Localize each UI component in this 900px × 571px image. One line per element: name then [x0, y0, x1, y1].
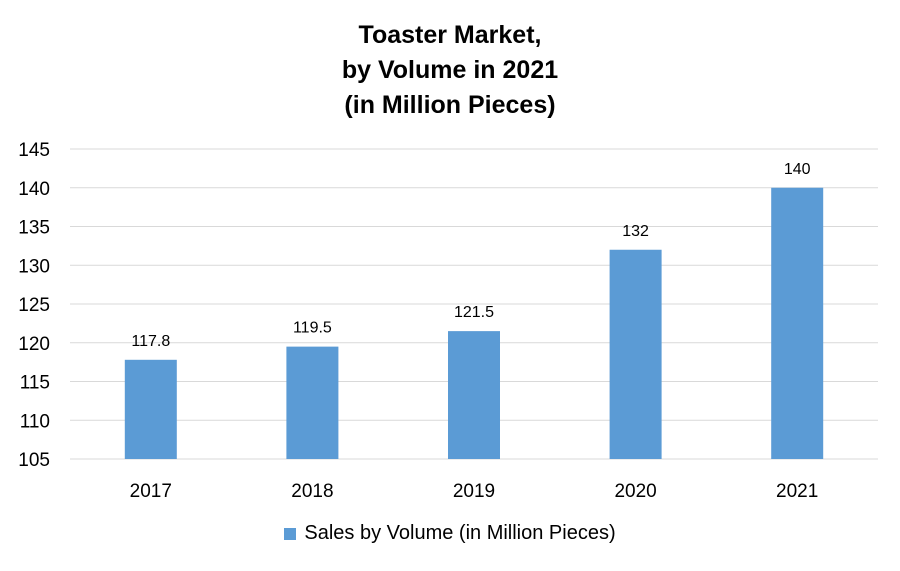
bar-2019: [448, 331, 500, 459]
data-label-2021: 140: [784, 161, 811, 178]
chart-title: Toaster Market, by Volume in 2021 (in Mi…: [0, 18, 900, 123]
bars: [124, 187, 824, 459]
data-label-2018: 119.5: [293, 320, 332, 337]
chart-title-line-2: by Volume in 2021: [341, 56, 559, 84]
data-label-2017: 117.8: [131, 333, 170, 350]
bar-2021: [771, 187, 824, 459]
chart-title-line-1: Toaster Market,: [358, 21, 542, 49]
data-label-2019: 121.5: [454, 304, 494, 321]
y-tick-label: 145: [18, 140, 50, 161]
legend: Sales by Volume (in Million Pieces): [0, 522, 900, 545]
y-tick-label: 105: [18, 450, 50, 471]
bar-2018: [286, 346, 339, 459]
y-axis-tick-labels: 105 110 115 120 125 130 135 140 145: [18, 140, 50, 471]
data-labels: 117.8 119.5 121.5 132 140: [131, 161, 810, 350]
x-tick-label-2017: 2017: [130, 481, 172, 502]
legend-label: Sales by Volume (in Million Pieces): [304, 522, 616, 544]
y-tick-label: 115: [20, 373, 50, 394]
bar-2020: [609, 249, 662, 459]
y-tick-label: 120: [18, 334, 50, 355]
x-tick-label-2021: 2021: [776, 481, 818, 502]
x-tick-label-2020: 2020: [614, 481, 656, 502]
x-axis-tick-labels: 2017 2018 2019 2020 2021: [130, 481, 819, 502]
y-tick-label: 130: [18, 256, 50, 277]
y-tick-label: 140: [18, 179, 50, 200]
bar-2017: [124, 359, 177, 459]
y-tick-label: 110: [20, 411, 50, 432]
chart-title-line-3: (in Million Pieces): [344, 91, 556, 119]
y-tick-label: 125: [18, 295, 50, 316]
x-tick-label-2018: 2018: [291, 481, 333, 502]
y-tick-label: 135: [18, 218, 50, 239]
data-label-2020: 132: [622, 223, 649, 240]
x-tick-label-2019: 2019: [453, 481, 495, 502]
legend-swatch: [284, 527, 297, 540]
